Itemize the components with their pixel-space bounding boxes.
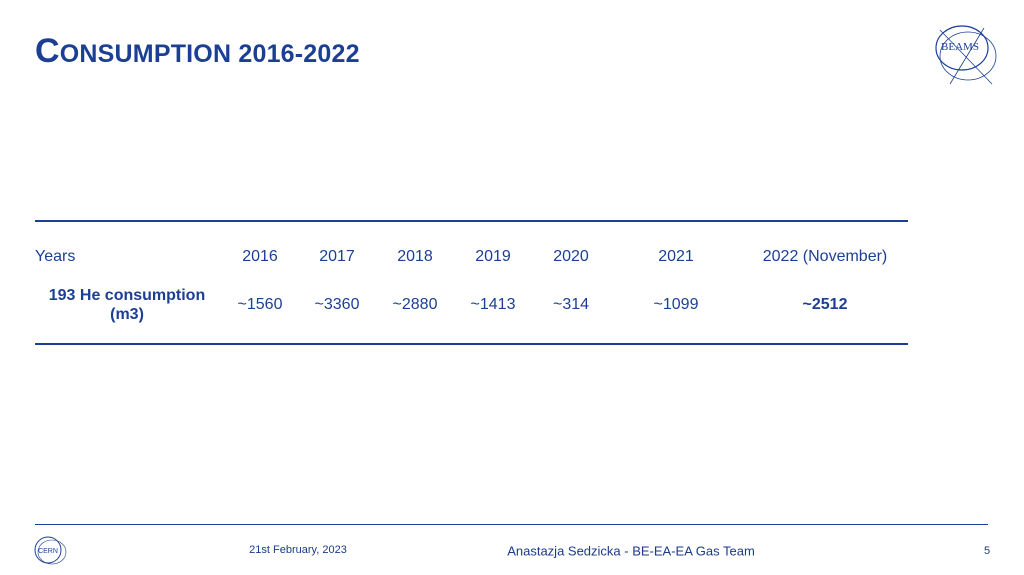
footer-rule: [35, 524, 988, 525]
table-cell: ~1413: [470, 296, 516, 313]
page-number: 5: [983, 545, 991, 557]
beams-logo: BEAMS: [935, 25, 997, 85]
header-cell: 2016: [242, 248, 278, 265]
header-cell: 2020: [553, 248, 589, 265]
logo-text: CERN: [38, 548, 58, 555]
table-cell: ~2512: [802, 296, 848, 313]
header-cell: 2021: [658, 248, 694, 265]
footer-author: Anastazja Sedzicka - BE-EA-EA Gas Team: [507, 543, 755, 559]
header-cell: Years: [35, 248, 76, 265]
header-cell: 2022 (November): [762, 248, 888, 265]
table-cell: ~3360: [314, 296, 360, 313]
table-cell: ~1099: [653, 296, 699, 313]
table-top-rule: [35, 220, 908, 222]
row-label: 193 He consumption (m3): [48, 287, 206, 323]
footer-date: 21st February, 2023: [249, 544, 347, 556]
table-bottom-rule: [35, 343, 908, 345]
table-cell: ~2880: [392, 296, 438, 313]
header-cell: 2018: [397, 248, 433, 265]
table-cell: ~314: [552, 296, 590, 313]
table-cell: ~1560: [237, 296, 283, 313]
slide-title: CONSUMPTION 2016-2022: [35, 32, 360, 70]
header-cell: 2017: [319, 248, 355, 265]
header-cell: 2019: [475, 248, 511, 265]
logo-text: BEAMS: [941, 41, 979, 53]
cern-logo: CERN: [34, 536, 67, 565]
